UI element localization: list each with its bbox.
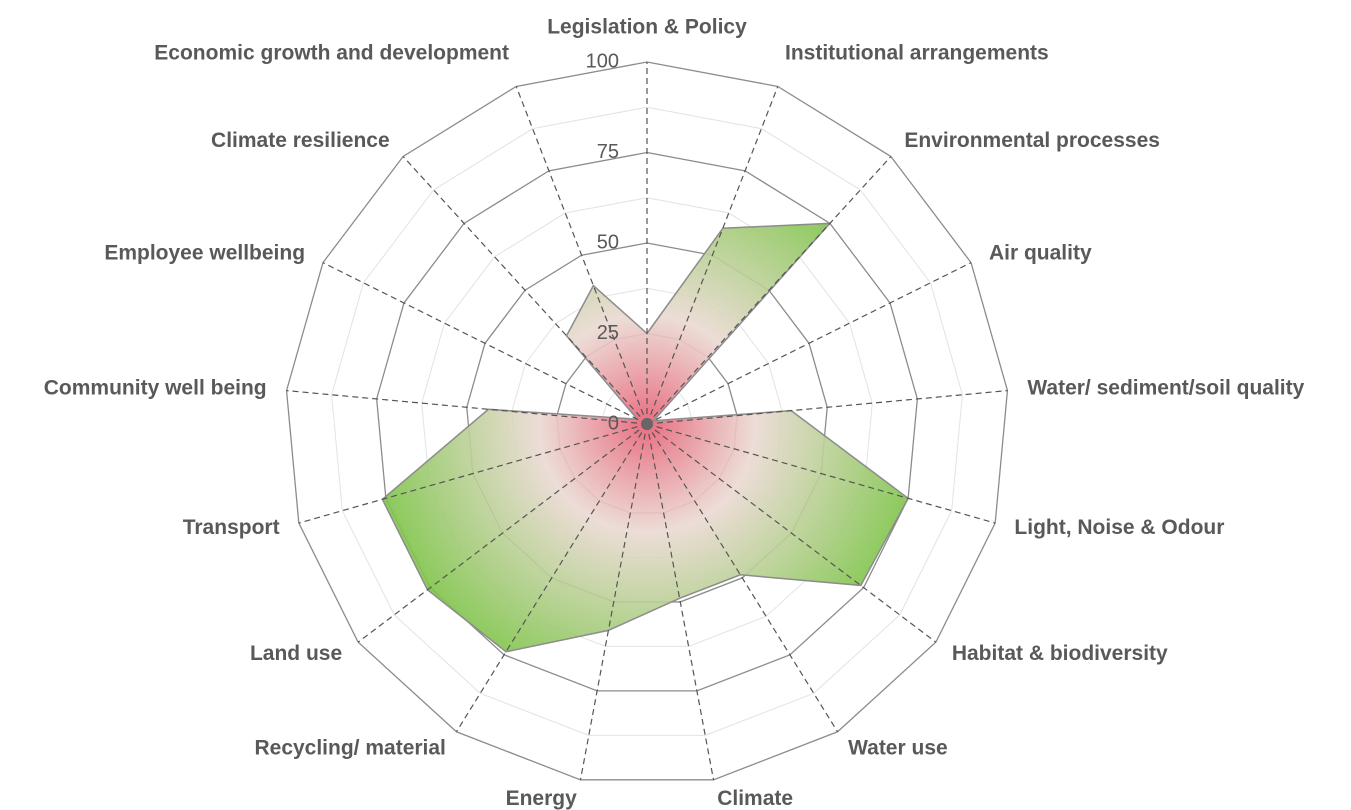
spoke (298, 423, 648, 524)
y-tick-label: 25 (597, 322, 619, 344)
grid-ring (285, 61, 1009, 781)
y-tick-label: 100 (586, 50, 619, 72)
spoke (286, 390, 648, 425)
category-label: Habitat & biodiversity (952, 642, 1168, 665)
category-label: Environmental processes (904, 129, 1160, 152)
y-tick-label: 50 (597, 231, 619, 253)
category-label: Recycling/ material (254, 736, 445, 759)
minor-grid-ring (421, 197, 873, 647)
category-label: Energy (506, 787, 578, 810)
spoke (515, 86, 648, 425)
spoke (646, 423, 839, 733)
spoke (646, 86, 779, 425)
category-label: Community well being (44, 376, 267, 399)
spoke (402, 156, 648, 425)
spoke (646, 423, 715, 780)
category-label: Economic growth and development (154, 41, 509, 64)
spoke (646, 262, 972, 425)
grid-ring (375, 151, 919, 692)
y-tick-label: 0 (608, 412, 619, 434)
category-label: Climate resilience (211, 129, 390, 152)
spoke (646, 423, 996, 524)
y-tick-label: 75 (597, 141, 619, 163)
radar-area (381, 222, 910, 653)
spoke (646, 423, 937, 643)
spoke (579, 423, 648, 780)
category-label: Land use (250, 642, 342, 665)
category-label: Air quality (989, 241, 1092, 264)
category-label: Climate (717, 787, 793, 810)
spoke (455, 423, 648, 733)
spoke (646, 390, 1008, 425)
category-label: Light, Noise & Odour (1014, 516, 1224, 539)
category-label: Transport (183, 516, 280, 539)
category-label: Institutional arrangements (785, 41, 1049, 64)
spoke (322, 262, 648, 425)
category-label: Employee wellbeing (104, 241, 305, 264)
category-label: Water/ sediment/soil quality (1027, 376, 1304, 399)
spoke (646, 156, 892, 425)
category-label: Water use (848, 736, 948, 759)
spoke (357, 423, 648, 643)
center-dot (641, 418, 653, 430)
minor-grid-ring (331, 106, 963, 736)
category-label: Legislation & Policy (547, 16, 747, 39)
